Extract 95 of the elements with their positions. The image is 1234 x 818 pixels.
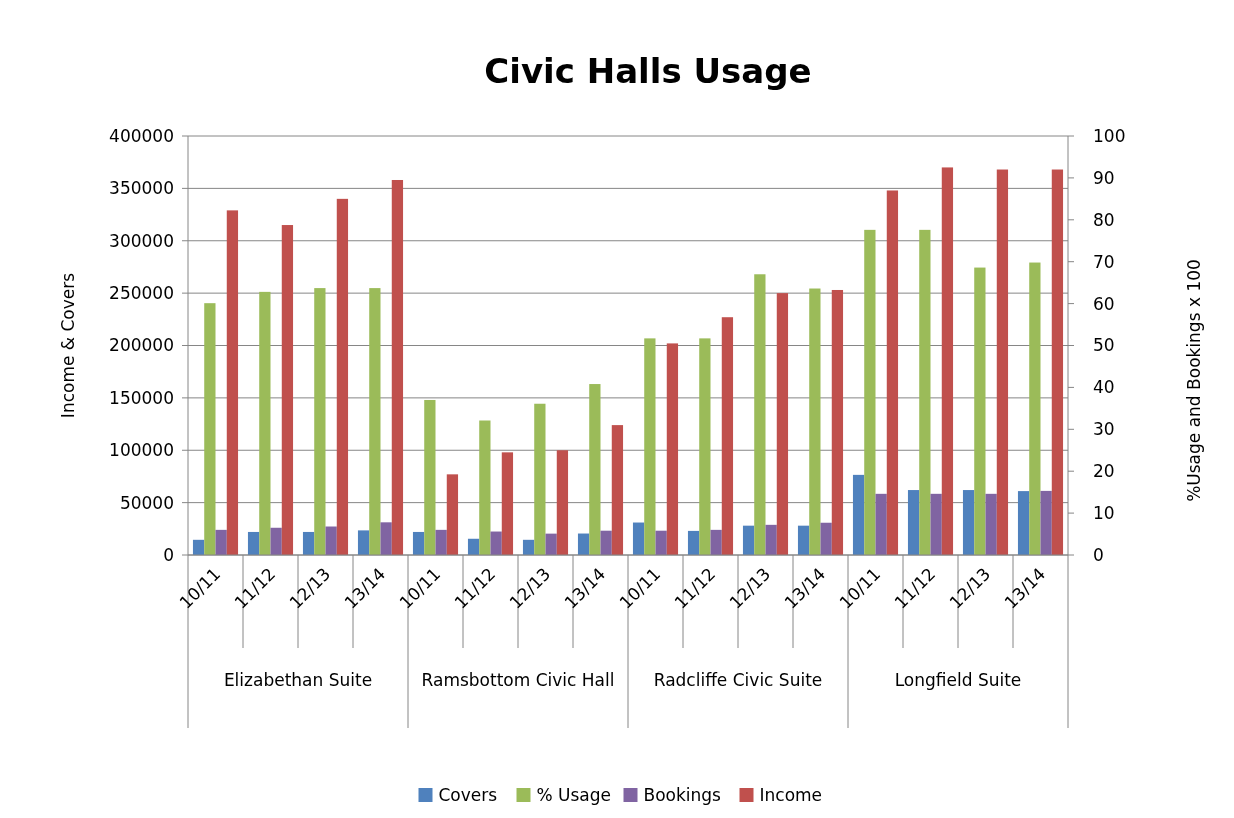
bar xyxy=(247,531,260,555)
bar xyxy=(522,539,535,555)
bar xyxy=(974,267,986,555)
text: Elizabethan Suite xyxy=(223,670,373,690)
y2-tick-label: 10 xyxy=(1093,503,1115,524)
y2-tick-label: 80 xyxy=(1093,209,1115,230)
y2-axis-title: %Usage and Bookings x 100 xyxy=(1184,259,1204,502)
y2-tick-label: 90 xyxy=(1093,167,1115,188)
y-tick-label: 200000 xyxy=(109,335,174,356)
bar xyxy=(314,288,326,555)
y2-tick-label: 20 xyxy=(1093,461,1115,482)
bar xyxy=(435,529,447,555)
bar xyxy=(467,538,480,555)
bar xyxy=(797,525,810,555)
y-tick-label: 150000 xyxy=(109,387,174,408)
bar xyxy=(369,288,381,555)
bar xyxy=(1029,262,1041,555)
bar xyxy=(556,450,569,555)
bar xyxy=(820,522,832,555)
bar xyxy=(996,169,1009,555)
bar xyxy=(380,522,392,555)
bar xyxy=(721,317,734,555)
bar xyxy=(666,343,679,555)
bar xyxy=(1040,490,1052,555)
bar xyxy=(655,530,667,555)
bar xyxy=(809,288,821,555)
bar xyxy=(281,225,294,555)
bar xyxy=(1051,169,1064,555)
bar xyxy=(886,190,899,555)
bar xyxy=(687,530,700,555)
bar xyxy=(270,527,282,555)
bar xyxy=(699,338,711,555)
bar xyxy=(930,493,942,555)
bar xyxy=(259,291,271,555)
y2-tick-label: 60 xyxy=(1093,293,1115,314)
bar xyxy=(534,403,546,555)
bar xyxy=(412,531,425,555)
legend-label: Income xyxy=(759,784,823,805)
legend-label: Bookings xyxy=(643,784,722,805)
bar xyxy=(742,525,755,555)
y2-tick-label: 70 xyxy=(1093,251,1115,272)
bar xyxy=(490,531,502,555)
y-tick-label: 300000 xyxy=(109,230,174,251)
legend-label: % Usage xyxy=(536,784,612,805)
bar xyxy=(852,474,865,555)
bar xyxy=(391,180,404,555)
bar xyxy=(611,425,624,555)
text: Longfield Suite xyxy=(894,670,1022,690)
y-axis-title: Income & Covers xyxy=(58,272,78,419)
y2-tick-label: 40 xyxy=(1093,377,1115,398)
bar xyxy=(446,474,459,555)
bar xyxy=(831,289,844,555)
y2-tick-label: 30 xyxy=(1093,419,1115,440)
bar xyxy=(479,420,491,555)
y2-tick-label: 50 xyxy=(1093,335,1115,356)
text: Radcliffe Civic Suite xyxy=(653,670,823,690)
bar xyxy=(765,524,777,555)
y2-tick-label: 0 xyxy=(1093,544,1104,565)
bar xyxy=(1017,491,1030,555)
bar xyxy=(600,530,612,555)
bar xyxy=(192,539,205,555)
bar xyxy=(589,384,601,555)
bar xyxy=(710,529,722,555)
bar xyxy=(215,529,227,555)
bar xyxy=(875,493,887,555)
bar xyxy=(501,452,514,555)
bar xyxy=(864,229,876,555)
y-tick-label: 250000 xyxy=(109,283,174,304)
bar xyxy=(962,490,975,555)
bar xyxy=(545,533,557,555)
bar xyxy=(776,293,789,555)
text: Ramsbottom Civic Hall xyxy=(421,670,615,690)
chart-title: Civic Halls Usage xyxy=(484,51,812,91)
bar xyxy=(577,533,590,555)
bar xyxy=(907,490,920,555)
bar xyxy=(644,338,656,555)
y-tick-label: 350000 xyxy=(109,178,174,199)
y2-tick-label: 100 xyxy=(1093,125,1126,146)
legend-label: Covers xyxy=(438,784,498,805)
bar xyxy=(985,493,997,555)
bar xyxy=(204,303,216,555)
y-tick-label: 50000 xyxy=(119,492,174,513)
bar xyxy=(919,229,931,555)
bar xyxy=(226,210,239,555)
bar xyxy=(424,399,436,555)
bar xyxy=(941,167,954,555)
bar xyxy=(336,198,349,555)
y-tick-label: 0 xyxy=(163,544,174,565)
bar xyxy=(302,531,315,555)
bar xyxy=(357,530,370,555)
y-tick-label: 100000 xyxy=(109,440,174,461)
bar xyxy=(754,274,766,555)
y-tick-label: 400000 xyxy=(109,125,174,146)
bar xyxy=(632,522,645,555)
bar xyxy=(325,526,337,555)
